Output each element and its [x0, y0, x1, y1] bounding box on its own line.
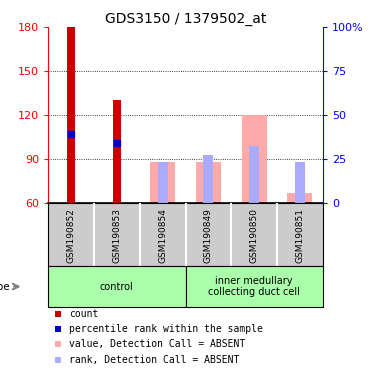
Text: GSM190850: GSM190850 — [250, 208, 259, 263]
Text: cell type: cell type — [0, 281, 10, 291]
Text: GSM190849: GSM190849 — [204, 208, 213, 263]
Text: GSM190851: GSM190851 — [295, 208, 304, 263]
Text: GSM190852: GSM190852 — [67, 208, 76, 263]
Title: GDS3150 / 1379502_at: GDS3150 / 1379502_at — [105, 12, 266, 26]
Text: GSM190853: GSM190853 — [112, 208, 121, 263]
Bar — [67, 27, 75, 203]
Bar — [158, 162, 168, 203]
Bar — [295, 162, 305, 203]
Bar — [196, 162, 221, 203]
Bar — [242, 115, 267, 203]
Text: rank, Detection Call = ABSENT: rank, Detection Call = ABSENT — [69, 355, 239, 365]
Text: control: control — [100, 281, 134, 291]
Bar — [113, 100, 121, 203]
Bar — [48, 266, 186, 307]
Bar — [203, 155, 213, 203]
Text: count: count — [69, 309, 98, 319]
Bar — [186, 266, 323, 307]
Bar — [150, 162, 175, 203]
Text: GSM190854: GSM190854 — [158, 208, 167, 263]
Text: percentile rank within the sample: percentile rank within the sample — [69, 324, 263, 334]
Bar — [249, 146, 259, 203]
Bar — [287, 193, 312, 203]
Text: value, Detection Call = ABSENT: value, Detection Call = ABSENT — [69, 339, 245, 349]
Text: inner medullary
collecting duct cell: inner medullary collecting duct cell — [208, 276, 300, 297]
